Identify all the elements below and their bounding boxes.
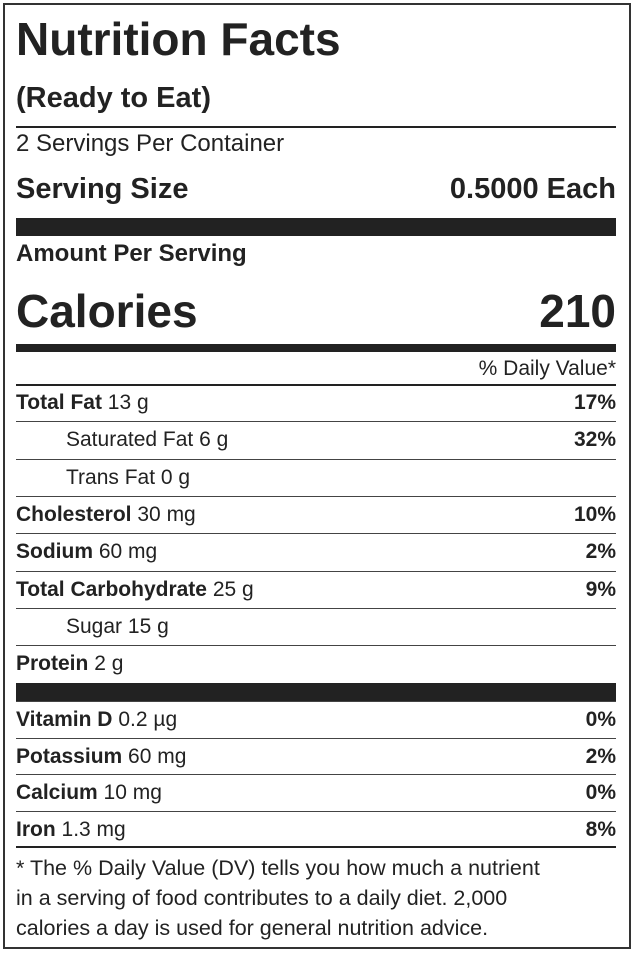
- nutrient-name: Total Fat: [16, 391, 102, 414]
- nutrient-name: Potassium: [16, 744, 123, 768]
- nutrient-row: Total Carbohydrate 25 g 9%: [16, 572, 616, 608]
- amount-per-serving: Amount Per Serving: [16, 240, 247, 267]
- serving-size-value: 0.5000 Each: [449, 173, 616, 205]
- nutrient-row: Sugar 15 g: [16, 609, 616, 645]
- footnote-line: * The % Daily Value (DV) tells you how m…: [16, 856, 540, 880]
- nutrient-amount: 60 mg: [128, 744, 187, 768]
- nutrient-name: Sodium: [16, 540, 93, 564]
- rule: [16, 607, 616, 609]
- nutrient-amount: 30 mg: [137, 502, 196, 526]
- daily-value: 9%: [585, 577, 616, 601]
- nutrient-amount: 13 g: [107, 391, 149, 414]
- nutrient: Trans Fat 0 g: [66, 466, 190, 490]
- daily-value: 0%: [585, 708, 616, 731]
- rule: [16, 495, 616, 497]
- dv-header: % Daily Value*: [478, 357, 616, 380]
- thick-rule: [16, 683, 616, 701]
- rule: [16, 533, 616, 535]
- nutrient: Vitamin D 0.2 µg: [16, 708, 177, 732]
- rule: [16, 774, 616, 775]
- nutrient-row: Iron 1.3 mg 8%: [16, 812, 616, 848]
- calories-label: Calories: [16, 285, 198, 337]
- nutrient-name: Protein: [16, 652, 89, 676]
- daily-value: 8%: [585, 817, 616, 841]
- nutrient-name: Total Carbohydrate: [16, 577, 207, 601]
- title: Nutrition Facts: [16, 13, 341, 65]
- rule: [16, 846, 616, 848]
- nutrient-amount: 60 mg: [98, 540, 158, 564]
- nutrient-row: Potassium 60 mg 2%: [16, 739, 616, 775]
- nutrient-name: Trans Fat: [66, 465, 156, 489]
- calories-value: 210: [539, 285, 616, 337]
- footnote-line: in a serving of food contributes to a da…: [16, 886, 508, 910]
- rule: [16, 645, 616, 647]
- servings: 2 Servings Per Container: [16, 130, 285, 157]
- nutrient-amount: 0.2 µg: [118, 708, 178, 731]
- nutrient: Iron 1.3 mg: [16, 818, 126, 842]
- nutrient: Sodium 60 mg: [16, 540, 157, 564]
- nutrient-amount: 1.3 mg: [61, 817, 126, 841]
- subtitle: (Ready to Eat): [16, 82, 211, 114]
- serving-size-label: Serving Size: [16, 173, 189, 205]
- nutrient-row: Cholesterol 30 mg 10%: [16, 497, 616, 533]
- daily-value: 2%: [585, 744, 616, 768]
- rule: [16, 384, 616, 386]
- nutrient-row: Vitamin D 0.2 µg 0%: [16, 702, 616, 738]
- daily-value: 10%: [573, 502, 616, 526]
- thick-rule: [16, 344, 616, 352]
- nutrient-amount: 0 g: [160, 465, 191, 489]
- daily-value: 0%: [585, 781, 616, 804]
- nutrient-row: Sodium 60 mg 2%: [16, 534, 616, 570]
- nutrient-amount: 2 g: [94, 652, 124, 676]
- nutrient: Total Fat 13 g: [16, 391, 149, 415]
- nutrient: Potassium 60 mg: [16, 745, 186, 769]
- daily-value: 2%: [585, 540, 616, 564]
- rule: [16, 737, 616, 739]
- nutrient-row: Saturated Fat 6 g 32%: [16, 422, 616, 458]
- nutrient-row: Total Fat 13 g 17%: [16, 385, 616, 421]
- thick-rule: [16, 218, 616, 236]
- nutrient-name: Calcium: [16, 781, 98, 804]
- nutrient: Sugar 15 g: [66, 615, 169, 639]
- rule: [16, 701, 616, 702]
- nutrient-amount: 25 g: [212, 577, 254, 601]
- nutrient-name: Vitamin D: [16, 708, 113, 731]
- daily-value: 17%: [573, 391, 616, 414]
- nutrient-name: Sugar: [66, 614, 123, 638]
- rule: [16, 570, 616, 572]
- nutrient-amount: 6 g: [199, 428, 229, 452]
- nutrient: Cholesterol 30 mg: [16, 503, 196, 527]
- nutrient: Total Carbohydrate 25 g: [16, 578, 254, 602]
- daily-value: 32%: [573, 428, 616, 452]
- rule: [16, 421, 616, 423]
- nutrient-row: Calcium 10 mg 0%: [16, 775, 616, 811]
- nutrient: Protein 2 g: [16, 652, 123, 676]
- nutrient-row: Protein 2 g: [16, 646, 616, 682]
- nutrient-name: Cholesterol: [16, 502, 132, 526]
- nutrient: Calcium 10 mg: [16, 781, 162, 805]
- rule: [16, 458, 616, 460]
- nutrient-name: Iron: [16, 817, 56, 841]
- rule: [16, 126, 616, 128]
- label-border: [3, 3, 631, 949]
- rule: [16, 810, 616, 812]
- nutrient: Saturated Fat 6 g: [66, 428, 228, 452]
- nutrient-amount: 10 mg: [103, 781, 162, 804]
- nutrient-name: Saturated Fat: [66, 428, 194, 452]
- nutrient-row: Trans Fat 0 g: [16, 460, 616, 496]
- footnote-line: calories a day is used for general nutri…: [16, 916, 489, 940]
- nutrient-amount: 15 g: [127, 614, 169, 638]
